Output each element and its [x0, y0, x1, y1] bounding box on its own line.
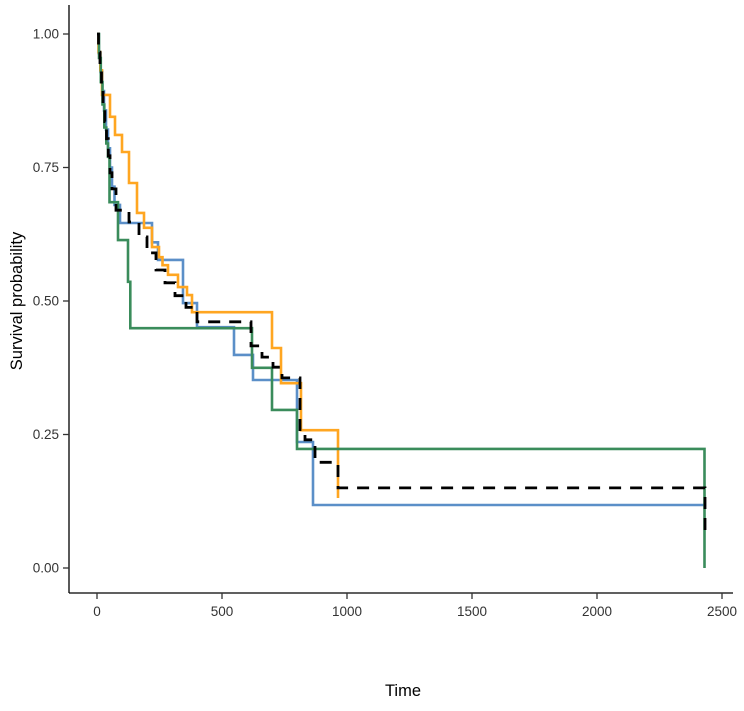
y-axis-ticks: 0.00 0.25 0.50 0.75 1.00 — [33, 27, 69, 576]
x-axis-title: Time — [385, 682, 421, 700]
y-tick-label: 0.75 — [33, 160, 59, 175]
x-tick-label: 2000 — [582, 604, 612, 619]
survival-curve-group-blue — [97, 32, 705, 507]
y-tick-label: 0.50 — [33, 294, 59, 309]
survival-curve-group-orange — [97, 32, 340, 498]
axes — [68, 5, 733, 594]
survival-curves — [97, 32, 707, 568]
y-axis-title: Survival probability — [8, 231, 26, 370]
x-tick-label: 500 — [211, 604, 234, 619]
x-tick-label: 1500 — [457, 604, 487, 619]
x-axis-ticks: 0 500 1000 1500 2000 2500 — [93, 593, 737, 619]
y-tick-label: 0.25 — [33, 427, 59, 442]
x-tick-label: 2500 — [707, 604, 737, 619]
survival-curve-overall-dashed — [97, 32, 707, 531]
x-tick-label: 0 — [93, 604, 101, 619]
y-tick-label: 1.00 — [33, 27, 59, 42]
x-tick-label: 1000 — [332, 604, 362, 619]
y-tick-label: 0.00 — [33, 561, 59, 576]
